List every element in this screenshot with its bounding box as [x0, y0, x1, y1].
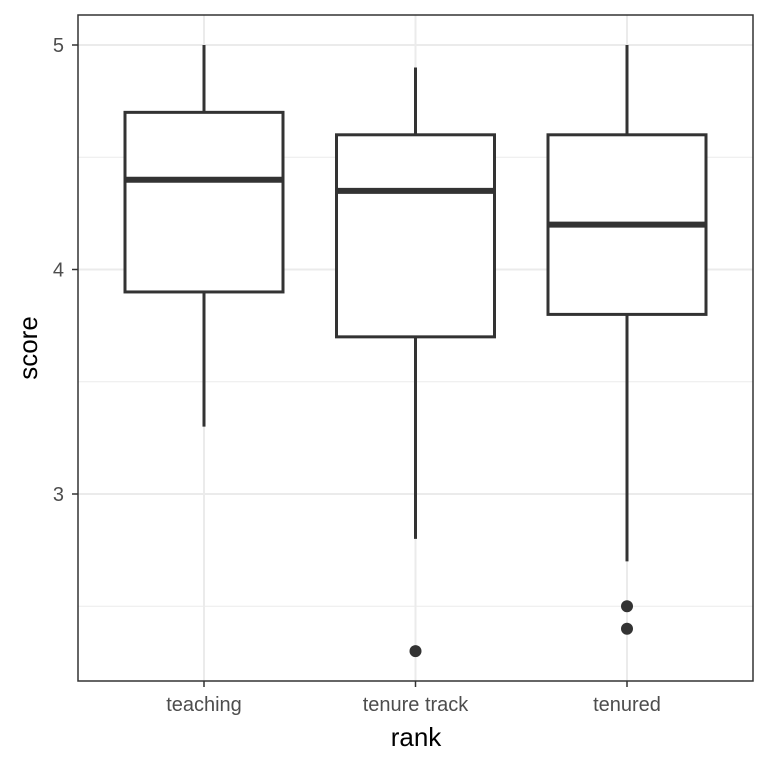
box-teaching: [123, 45, 285, 427]
box-series: [123, 45, 708, 658]
x-tick-label: teaching: [166, 694, 242, 716]
x-tick-label: tenure track: [363, 694, 470, 716]
x-tick-label: tenured: [593, 694, 661, 716]
axes: 3 4 5 teaching tenure track tenured: [53, 35, 661, 716]
outlier-point: [621, 622, 633, 635]
outlier-point: [409, 645, 422, 658]
y-tick-label: 4: [53, 260, 64, 282]
y-tick-label: 3: [53, 484, 64, 506]
box-tenured: [546, 45, 708, 635]
box-tenure-track: [335, 67, 496, 658]
box-iqr: [335, 133, 496, 339]
box-iqr: [123, 110, 285, 294]
x-axis-title: rank: [391, 722, 443, 752]
outlier-point: [621, 600, 633, 613]
y-axis-title: score: [13, 316, 43, 380]
y-tick-label: 5: [53, 35, 64, 57]
